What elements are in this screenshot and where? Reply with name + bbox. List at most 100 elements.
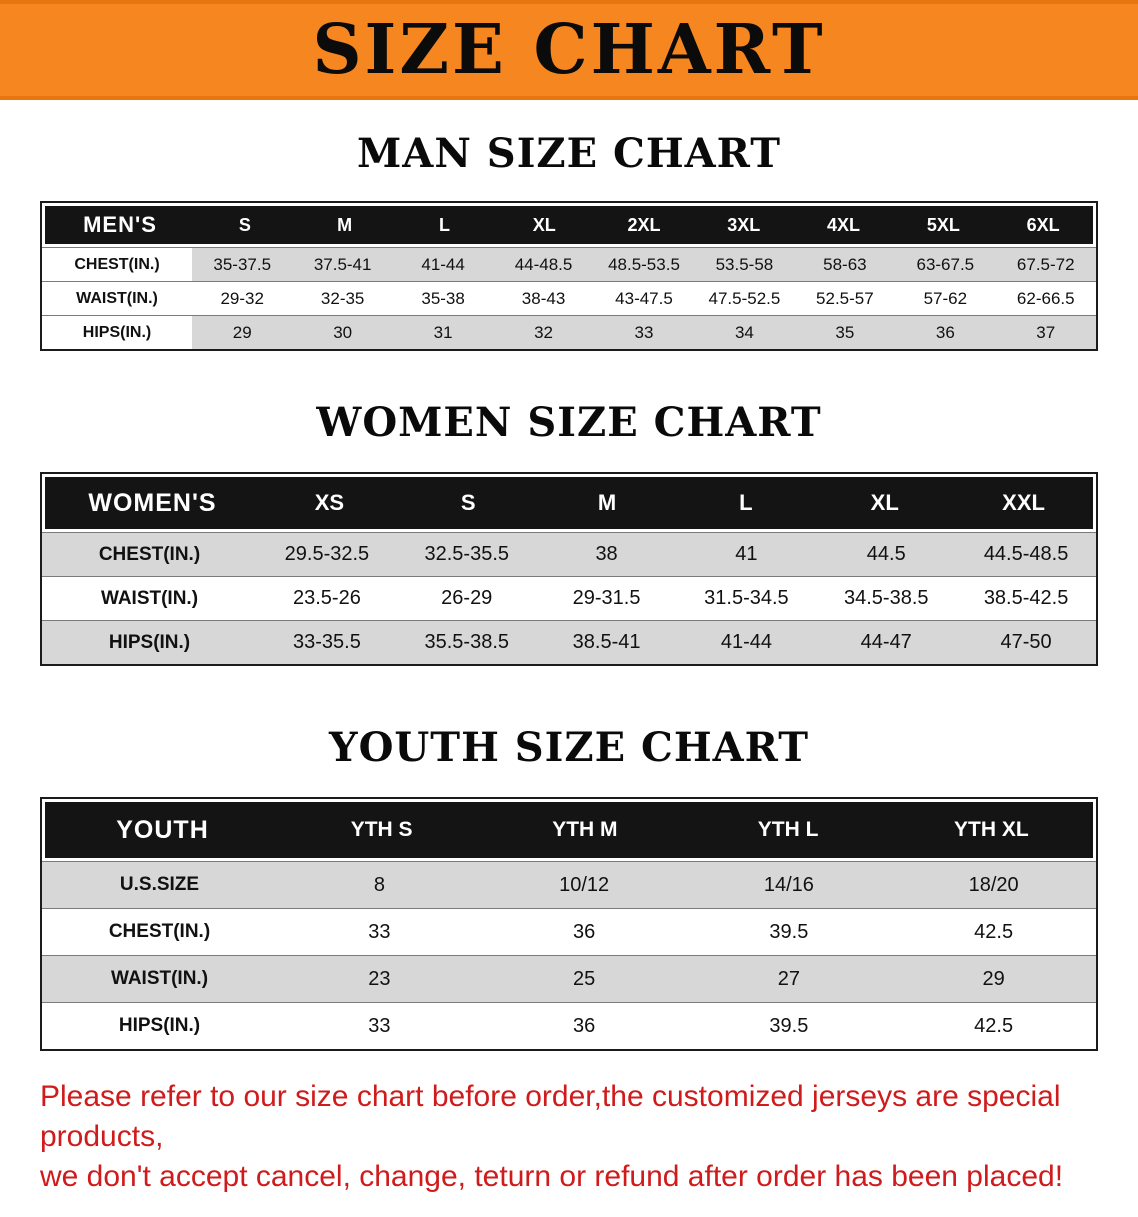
measurement-value: 35 (835, 322, 855, 342)
measurement-value: 33 (634, 322, 654, 342)
size-column-header: S (238, 214, 251, 235)
size-column-header: 2XL (627, 214, 661, 235)
women-size-section: WOMEN SIZE CHART WOMEN'S XS S M L XL XXL CHEST(I… (0, 399, 1138, 666)
size-column-header: YTH M (552, 818, 618, 841)
measurement-value: 47.5-52.5 (708, 288, 781, 308)
size-column-header: YTH XL (954, 818, 1029, 841)
measurement-value: 37.5-41 (313, 254, 372, 274)
measurement-value: 32.5-35.5 (424, 543, 509, 565)
men-section-heading: MAN SIZE CHART (357, 130, 781, 177)
size-column-header: M (597, 490, 617, 515)
women-size-table: WOMEN'S XS S M L XL XXL CHEST(IN.) 29.5-32.5 32.5… (40, 472, 1098, 666)
table-row: WAIST(IN.) 23 25 27 29 (42, 955, 1096, 1002)
measurement-value: 39.5 (769, 1014, 809, 1037)
size-column-header: S (460, 490, 476, 515)
measurement-value: 47-50 (1000, 631, 1052, 653)
measurement-value: 44-48.5 (514, 254, 573, 274)
men-table-header-row: MEN'S S M L XL 2XL 3XL 4XL 5XL 6XL (45, 206, 1093, 244)
measurement-value: 48.5-53.5 (608, 254, 680, 274)
measurement-row-label: HIPS(IN.) (42, 316, 192, 349)
measurement-value: 36 (573, 1014, 596, 1037)
measurement-value: 41-44 (720, 631, 772, 653)
table-row: WAIST(IN.) 23.5-26 26-29 29-31.5 31.5-34.5 34… (42, 576, 1096, 620)
table-row: U.S.SIZE 8 10/12 14/16 18/20 (42, 861, 1096, 908)
measurement-value: 38.5-41 (572, 631, 641, 653)
banner-title: SIZE CHART (312, 10, 826, 90)
size-column-header: 5XL (926, 214, 960, 235)
measurement-value: 18/20 (968, 873, 1019, 896)
size-column-header: 4XL (827, 214, 861, 235)
measurement-value: 62-66.5 (1016, 288, 1075, 308)
measurement-value: 38-43 (521, 288, 566, 308)
measurement-value: 44-47 (860, 631, 912, 653)
measurement-value: 30 (333, 322, 353, 342)
men-table-title: MEN'S (83, 212, 157, 237)
measurement-value: 29.5-32.5 (284, 543, 370, 565)
measurement-row-label: U.S.SIZE (119, 874, 200, 895)
measurement-value: 36 (935, 322, 955, 342)
youth-table-title: YOUTH (116, 815, 209, 844)
size-column-header: M (337, 214, 353, 235)
measurement-value: 52.5-57 (816, 288, 874, 308)
measurement-value: 8 (373, 873, 385, 896)
measurement-row-label: HIPS(IN.) (118, 1015, 201, 1036)
measurement-value: 67.5-72 (1016, 254, 1075, 274)
measurement-row-label: WAIST(IN.) (100, 587, 199, 609)
disclaimer-line-2: we don't accept cancel, change, teturn o… (40, 1160, 1064, 1193)
men-size-table: MEN'S S M L XL 2XL 3XL 4XL 5XL 6XL CHEST(IN.) 35-37… (40, 201, 1098, 351)
size-chart-sections: MAN SIZE CHART MEN'S S M L XL 2XL 3XL 4XL 5XL 6XL C… (0, 130, 1138, 1051)
measurement-row-label: CHEST(IN.) (42, 248, 192, 281)
measurement-value: 10/12 (559, 873, 610, 896)
table-row: WAIST(IN.) 29-32 32-35 35-38 38-43 43-47.5 47.… (42, 281, 1096, 315)
measurement-value: 33 (368, 920, 391, 943)
measurement-value: 58-63 (823, 254, 867, 274)
size-column-header: XL (870, 490, 899, 515)
measurement-value: 33-35.5 (292, 631, 361, 653)
size-column-header: XXL (1002, 490, 1045, 515)
measurement-row-label: WAIST(IN.) (42, 282, 192, 315)
disclaimer: Please refer to our size chart before or… (40, 1077, 1098, 1197)
measurement-value: 36 (573, 920, 596, 943)
measurement-value: 57-62 (923, 288, 968, 308)
size-column-header: L (739, 490, 753, 515)
measurement-value: 39.5 (769, 920, 809, 943)
measurement-value: 26-29 (441, 587, 493, 609)
measurement-value: 43-47.5 (615, 288, 673, 308)
women-section-heading: WOMEN SIZE CHART (316, 399, 822, 446)
youth-size-section: YOUTH SIZE CHART YOUTH YTH S YTH M YTH L YTH … (0, 724, 1138, 1051)
youth-table-header-row: YOUTH YTH S YTH M YTH L YTH XL (45, 802, 1093, 858)
measurement-value: 27 (777, 967, 800, 990)
measurement-value: 38.5-42.5 (983, 587, 1069, 609)
size-column-header: XL (532, 214, 556, 235)
measurement-value: 31 (433, 322, 453, 342)
measurement-value: 29 (982, 967, 1005, 990)
measurement-value: 29 (232, 322, 252, 342)
size-column-header: L (438, 214, 450, 235)
size-column-header: YTH S (350, 818, 413, 841)
measurement-value: 33 (368, 1014, 391, 1037)
men-size-section: MAN SIZE CHART MEN'S S M L XL 2XL 3XL 4XL 5XL 6XL C… (0, 130, 1138, 351)
measurement-value: 29-31.5 (572, 587, 641, 609)
measurement-value: 32-35 (320, 288, 365, 308)
measurement-value: 44.5 (866, 543, 906, 565)
measurement-value: 25 (573, 967, 596, 990)
measurement-value: 41 (735, 543, 758, 565)
measurement-value: 29-32 (220, 288, 264, 308)
table-row: HIPS(IN.) 33-35.5 35.5-38.5 38.5-41 41-44 44-… (42, 620, 1096, 664)
table-row: CHEST(IN.) 29.5-32.5 32.5-35.5 38 41 44.5 44.5… (42, 532, 1096, 576)
youth-section-heading: YOUTH SIZE CHART (329, 724, 809, 771)
measurement-value: 44.5-48.5 (983, 543, 1069, 565)
size-column-header: YTH L (757, 818, 819, 841)
table-row: CHEST(IN.) 33 36 39.5 42.5 (42, 908, 1096, 955)
measurement-value: 23 (368, 967, 391, 990)
measurement-value: 53.5-58 (715, 254, 774, 274)
measurement-value: 63-67.5 (916, 254, 975, 274)
size-column-header: XS (314, 490, 345, 515)
measurement-value: 34.5-38.5 (843, 587, 929, 609)
women-table-header-row: WOMEN'S XS S M L XL XXL (45, 477, 1093, 529)
measurement-value: 34 (734, 322, 754, 342)
measurement-value: 23.5-26 (292, 587, 361, 609)
women-table-title: WOMEN'S (88, 488, 217, 517)
measurement-row-label: CHEST(IN.) (98, 543, 201, 565)
measurement-value: 42.5 (974, 920, 1014, 943)
